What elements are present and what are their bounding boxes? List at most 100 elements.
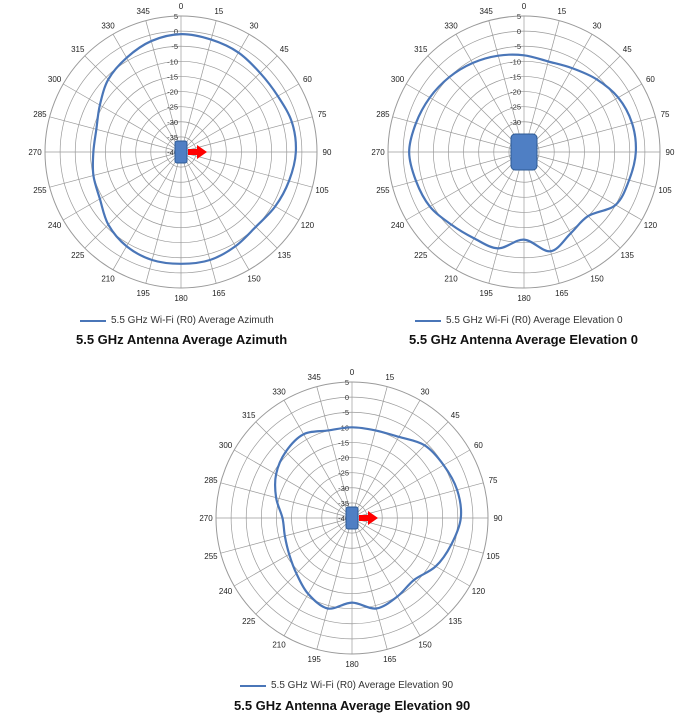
angle-tick-label: 240 — [48, 221, 62, 230]
angle-tick-label: 15 — [557, 7, 566, 16]
angle-tick-label: 45 — [280, 45, 289, 54]
angle-tick-label: 285 — [204, 476, 218, 485]
radial-tick-label: -40 — [167, 148, 178, 157]
grid-spoke — [180, 34, 250, 153]
angle-tick-label: 315 — [242, 411, 256, 420]
angle-tick-label: 180 — [174, 294, 188, 303]
angle-tick-label: 90 — [323, 148, 332, 157]
angle-tick-label: 240 — [219, 587, 233, 596]
radial-tick-label: -30 — [510, 118, 521, 127]
grid-spoke — [145, 151, 182, 284]
angle-tick-label: 0 — [522, 2, 527, 11]
grid-spoke — [392, 151, 525, 188]
grid-spoke — [112, 34, 182, 153]
angle-tick-label: 270 — [28, 148, 42, 157]
angle-tick-label: 210 — [101, 274, 115, 283]
grid-spoke — [351, 400, 421, 519]
angle-tick-label: 225 — [242, 617, 256, 626]
grid-spoke — [523, 55, 621, 153]
grid-spoke — [427, 55, 525, 153]
angle-tick-label: 75 — [318, 110, 327, 119]
grid-spoke — [488, 20, 525, 153]
grid-spoke — [145, 20, 182, 153]
radial-tick-label: -5 — [171, 42, 178, 51]
legend-elevation-90: 5.5 GHz Wi-Fi (R0) Average Elevation 90 — [240, 680, 453, 691]
chart-title-elevation-0: 5.5 GHz Antenna Average Elevation 0 — [409, 332, 639, 347]
radial-tick-label: 5 — [174, 12, 178, 21]
angle-tick-label: 30 — [593, 22, 602, 31]
radial-tick-label: -15 — [338, 438, 349, 447]
angle-tick-label: 105 — [658, 186, 672, 195]
radial-tick-label: -35 — [167, 133, 178, 142]
radial-tick-label: -10 — [510, 57, 521, 66]
angle-tick-label: 45 — [451, 411, 460, 420]
angle-tick-label: 210 — [444, 274, 458, 283]
angle-tick-label: 45 — [623, 45, 632, 54]
grid-spoke — [180, 151, 313, 188]
polar-chart-azimuth: 0 15 30 45 60 75 90 105 120 135 150 165 180 195 210 225… — [28, 2, 332, 303]
radial-tick-label: -35 — [338, 499, 349, 508]
angle-tick-label: 225 — [414, 251, 428, 260]
angle-tick-label: 195 — [308, 655, 322, 664]
legend-label-elevation-0: 5.5 GHz Wi-Fi (R0) Average Elevation 0 — [446, 315, 623, 326]
antenna-device-icon — [345, 506, 359, 530]
radial-tick-label: -20 — [338, 454, 349, 463]
angle-tick-label: 300 — [391, 75, 405, 84]
radial-tick-label: 0 — [345, 393, 349, 402]
angle-tick-label: 60 — [303, 75, 312, 84]
grid-spoke — [49, 116, 182, 153]
grid-spoke — [180, 20, 217, 153]
grid-spoke — [523, 151, 560, 284]
angle-tick-label: 345 — [137, 7, 151, 16]
radial-tick-label: -20 — [510, 88, 521, 97]
radial-tick-label: -40 — [338, 514, 349, 523]
radial-tick-label: -10 — [167, 57, 178, 66]
grid-spoke — [351, 482, 484, 519]
angle-tick-label: 315 — [71, 45, 85, 54]
radial-tick-label: -15 — [510, 72, 521, 81]
grid-spoke — [84, 151, 182, 249]
angle-tick-label: 195 — [137, 289, 151, 298]
grid-spoke — [392, 116, 525, 153]
chart-panel-azimuth: 0 15 30 45 60 75 90 105 120 135 150 165 180 195 210 225… — [0, 0, 341, 360]
grid-spoke — [523, 151, 593, 270]
angle-tick-label: 120 — [472, 587, 486, 596]
angle-tick-label: 105 — [486, 552, 500, 561]
angle-tick-label: 75 — [661, 110, 670, 119]
angle-tick-label: 150 — [590, 274, 604, 283]
grid-spoke — [234, 517, 353, 587]
radial-tick-label: -25 — [338, 469, 349, 478]
radial-tick-label: -30 — [338, 484, 349, 493]
angle-tick-label: 270 — [199, 514, 213, 523]
chart-title-azimuth: 5.5 GHz Antenna Average Azimuth — [76, 332, 288, 347]
angle-tick-label: 135 — [621, 251, 635, 260]
angle-tick-label: 30 — [421, 388, 430, 397]
angle-tick-label: 255 — [204, 552, 218, 561]
radial-tick-label: -15 — [167, 72, 178, 81]
legend-label-azimuth: 5.5 GHz Wi-Fi (R0) Average Azimuth — [111, 315, 274, 326]
grid-spoke — [180, 116, 313, 153]
grid-spoke — [351, 449, 470, 519]
radial-tick-label: -30 — [167, 118, 178, 127]
grid-spoke — [427, 151, 525, 249]
angle-tick-label: 345 — [480, 7, 494, 16]
radial-tick-label: 5 — [517, 12, 521, 21]
grid-spoke — [180, 83, 299, 153]
grid-spoke — [351, 517, 484, 554]
angle-tick-label: 90 — [666, 148, 675, 157]
grid-spoke — [488, 151, 525, 284]
series-line — [408, 53, 638, 253]
angle-tick-label: 195 — [480, 289, 494, 298]
angle-tick-label: 120 — [301, 221, 315, 230]
radial-tick-label: -25 — [167, 103, 178, 112]
angle-tick-label: 285 — [376, 110, 390, 119]
radial-tick-label: 0 — [174, 27, 178, 36]
grid-spoke — [283, 517, 353, 636]
polar-chart-elevation-0: 0 15 30 45 60 75 90 105 120 135 150 165 180 195 210 225… — [371, 2, 675, 303]
grid-spoke — [316, 386, 353, 519]
angle-tick-label: 180 — [517, 294, 531, 303]
grid-spoke — [63, 151, 182, 221]
radial-tick-label: 0 — [517, 27, 521, 36]
grid-spoke — [255, 517, 353, 615]
grid-spoke — [523, 20, 560, 153]
